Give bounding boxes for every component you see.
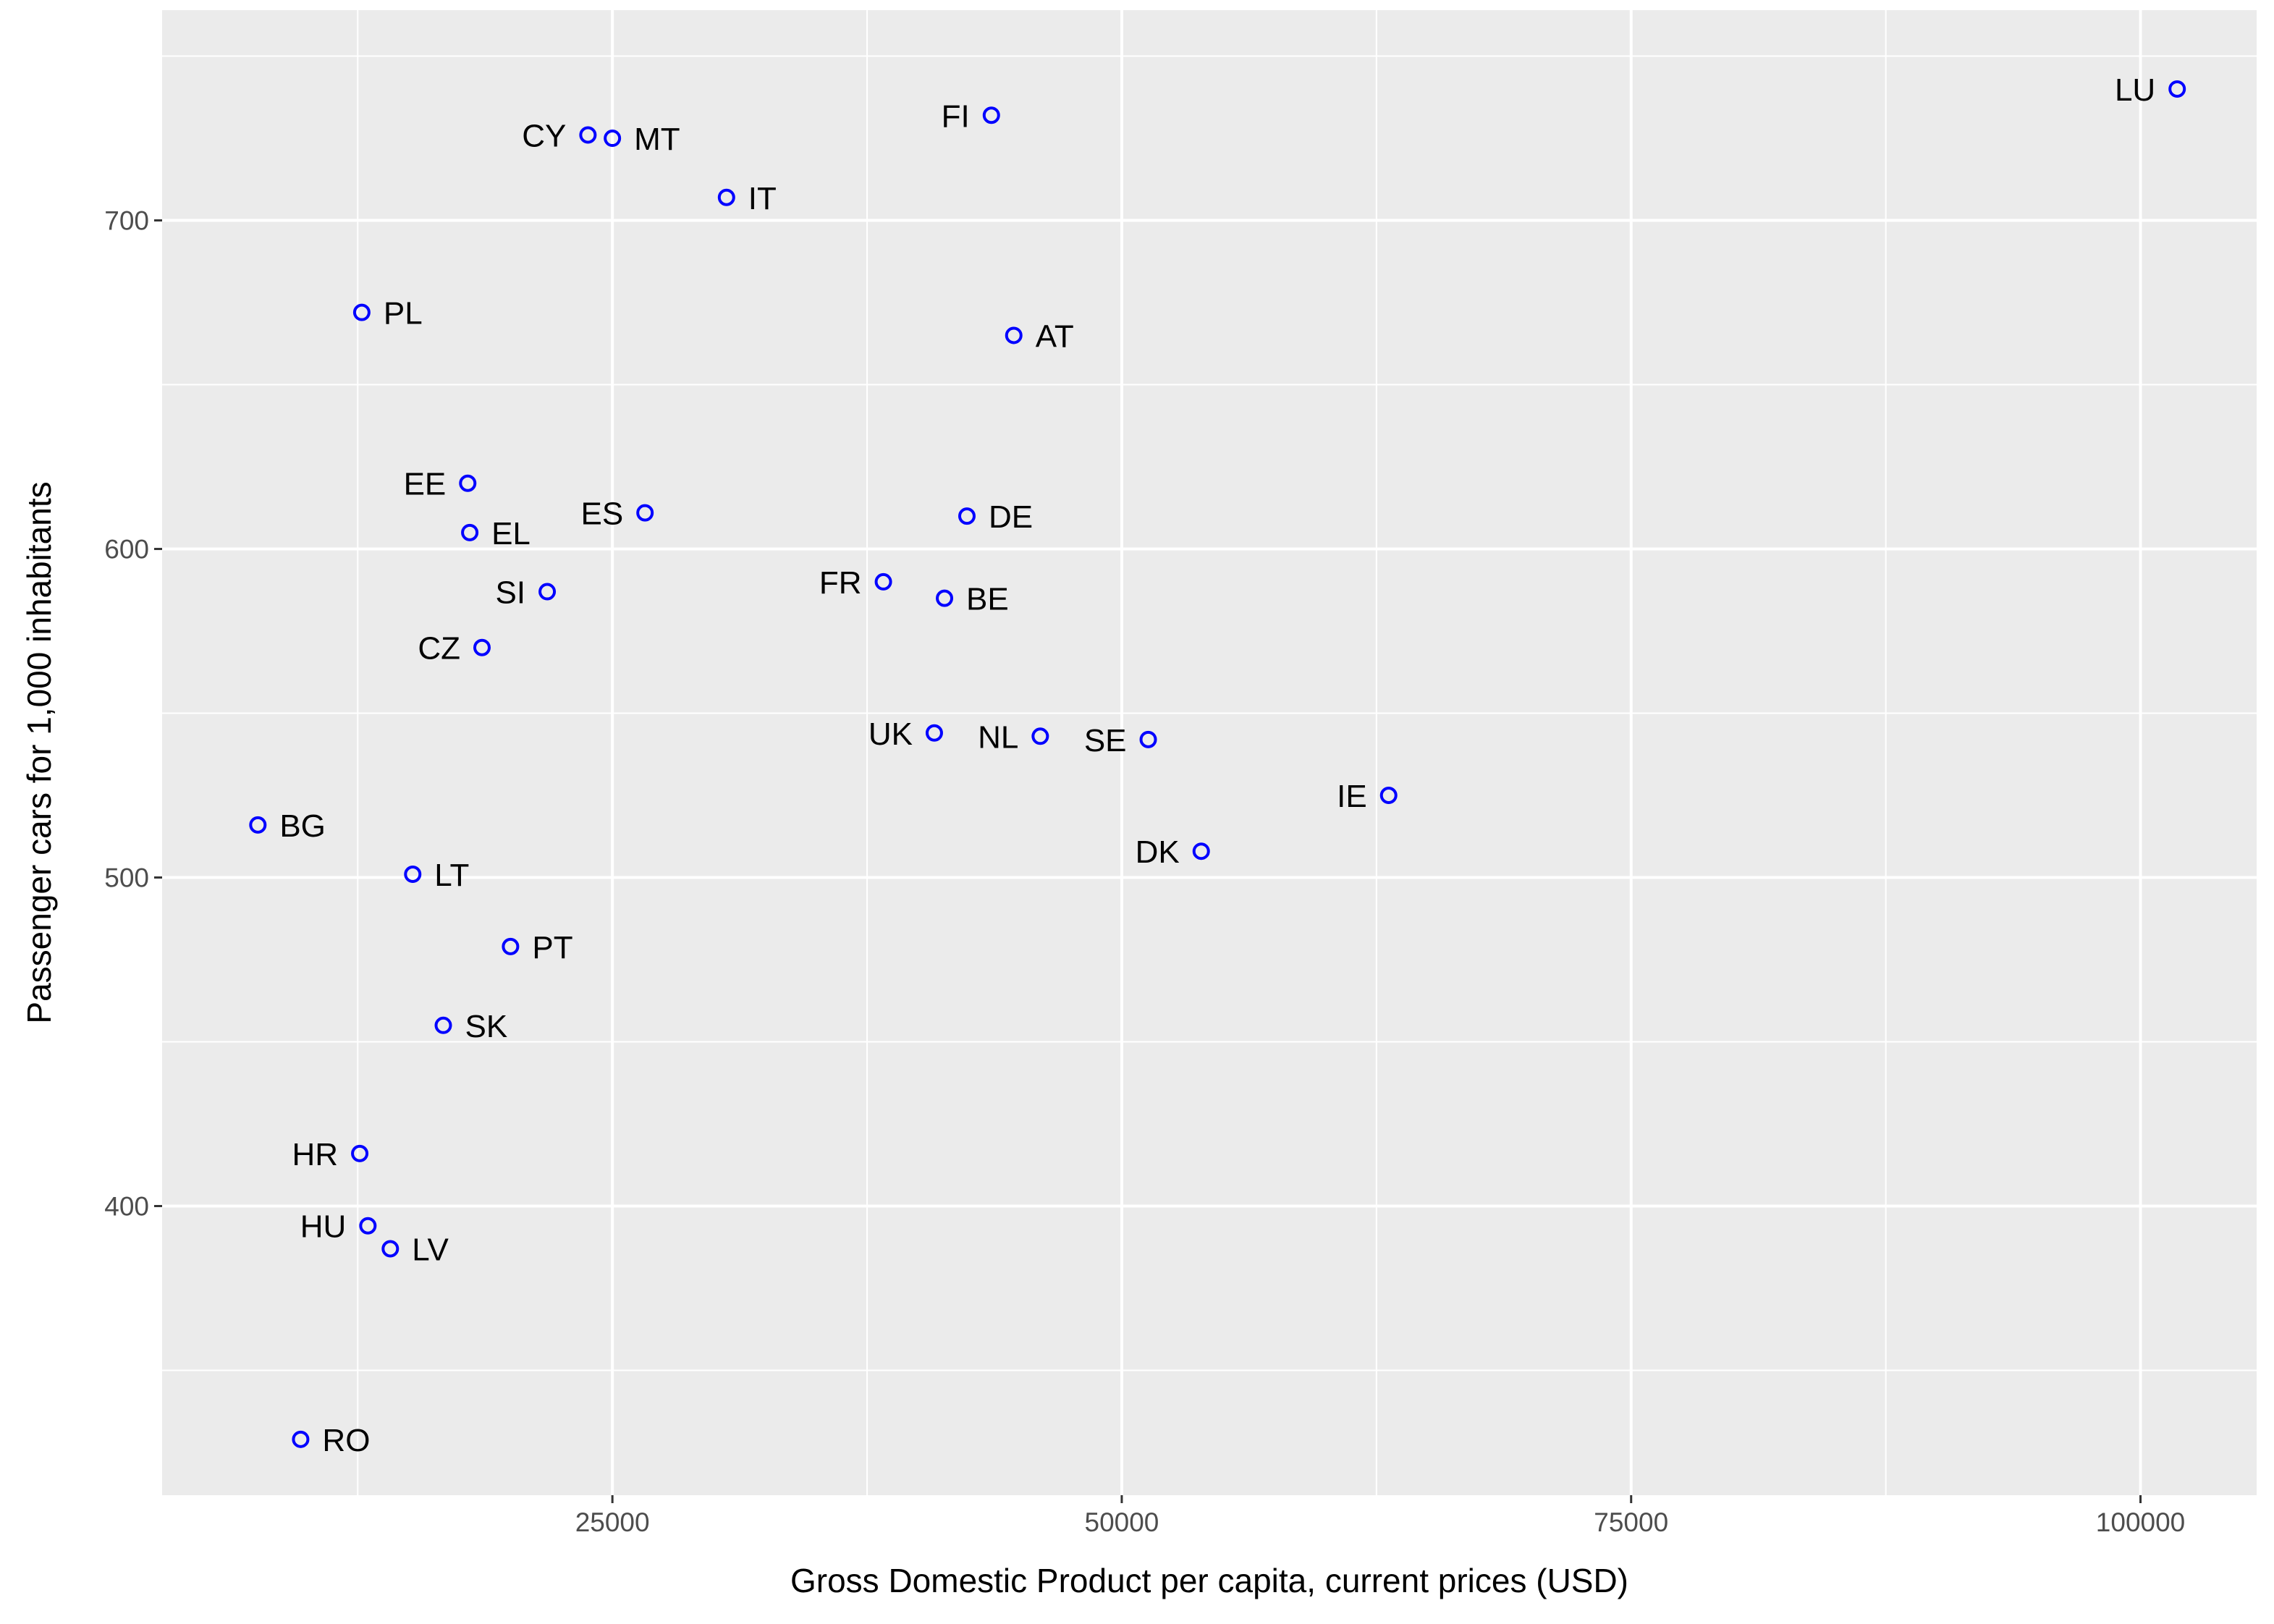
data-points bbox=[249, 80, 2186, 1448]
point-label-hu: HU bbox=[300, 1209, 347, 1245]
data-point-uk bbox=[925, 724, 943, 742]
data-point-fi bbox=[982, 106, 1000, 124]
tick-labels: 25000 50000 75000 100000 400 500 600 700 bbox=[104, 206, 2185, 1537]
data-point-pt bbox=[502, 937, 520, 955]
point-label-at: AT bbox=[1036, 318, 1074, 354]
x-axis-title: Gross Domestic Product per capita, curre… bbox=[790, 1562, 1628, 1599]
point-label-bg: BG bbox=[279, 808, 326, 844]
point-label-sk: SK bbox=[465, 1009, 507, 1044]
data-point-de bbox=[958, 507, 976, 525]
point-label-se: SE bbox=[1084, 723, 1127, 758]
data-point-sk bbox=[434, 1016, 452, 1034]
data-point-cz bbox=[473, 638, 491, 656]
data-point-dk bbox=[1192, 842, 1210, 860]
data-point-ee bbox=[459, 474, 477, 492]
point-label-es: ES bbox=[580, 496, 623, 532]
data-point-ie bbox=[1379, 787, 1398, 805]
point-label-ie: IE bbox=[1337, 779, 1367, 814]
point-label-lu: LU bbox=[2115, 72, 2155, 108]
point-labels: LU FI CY MT IT PL AT EE ES DE EL FR SI BE CZ UK NL SE IE BG… bbox=[279, 72, 2155, 1458]
data-point-it bbox=[717, 188, 735, 206]
data-point-at bbox=[1005, 326, 1023, 344]
x-tick-label: 75000 bbox=[1594, 1507, 1668, 1537]
data-point-fr bbox=[874, 572, 892, 591]
data-point-hu bbox=[359, 1217, 377, 1235]
point-label-ro: RO bbox=[322, 1423, 370, 1458]
point-label-it: IT bbox=[748, 181, 777, 216]
point-label-hr: HR bbox=[292, 1137, 339, 1172]
point-label-lt: LT bbox=[434, 858, 469, 893]
x-tick-label: 100000 bbox=[2096, 1507, 2185, 1537]
data-point-lu bbox=[2168, 80, 2186, 98]
data-point-bg bbox=[249, 816, 267, 834]
point-label-ee: EE bbox=[404, 467, 447, 502]
data-point-es bbox=[636, 504, 654, 522]
x-tick-label: 50000 bbox=[1085, 1507, 1159, 1537]
point-label-be: BE bbox=[966, 582, 1009, 617]
data-point-be bbox=[936, 589, 954, 607]
data-point-el bbox=[461, 523, 479, 541]
data-point-mt bbox=[604, 130, 622, 148]
data-point-nl bbox=[1031, 727, 1049, 745]
point-label-pl: PL bbox=[384, 296, 423, 331]
minor-gridlines bbox=[162, 10, 2257, 1495]
point-label-mt: MT bbox=[634, 122, 680, 157]
data-point-lt bbox=[404, 865, 422, 883]
data-point-ro bbox=[292, 1430, 310, 1448]
point-label-de: DE bbox=[989, 499, 1033, 535]
point-label-nl: NL bbox=[978, 719, 1018, 755]
point-label-uk: UK bbox=[868, 716, 913, 752]
plot-panel bbox=[162, 10, 2257, 1495]
major-gridlines bbox=[162, 10, 2257, 1495]
data-point-lv bbox=[381, 1240, 400, 1258]
data-point-cy bbox=[579, 126, 597, 144]
y-axis-title: Passenger cars for 1,000 inhabitants bbox=[20, 481, 58, 1023]
y-tick-label: 600 bbox=[104, 535, 149, 564]
data-point-si bbox=[538, 583, 557, 601]
point-label-fr: FR bbox=[819, 565, 862, 601]
point-label-cz: CZ bbox=[418, 631, 460, 667]
data-point-pl bbox=[352, 303, 371, 321]
point-label-el: EL bbox=[491, 516, 531, 551]
data-point-se bbox=[1139, 730, 1157, 748]
x-tick-label: 25000 bbox=[575, 1507, 650, 1537]
y-tick-label: 400 bbox=[104, 1191, 149, 1221]
point-label-dk: DK bbox=[1136, 834, 1180, 870]
point-label-cy: CY bbox=[522, 119, 566, 154]
point-label-si: SI bbox=[495, 575, 525, 611]
point-label-lv: LV bbox=[412, 1232, 449, 1268]
axis-ticks bbox=[154, 219, 2142, 1503]
y-tick-label: 500 bbox=[104, 863, 149, 893]
point-label-fi: FI bbox=[942, 98, 970, 134]
point-label-pt: PT bbox=[532, 930, 572, 965]
y-tick-label: 700 bbox=[104, 206, 149, 236]
data-point-hr bbox=[351, 1144, 369, 1162]
